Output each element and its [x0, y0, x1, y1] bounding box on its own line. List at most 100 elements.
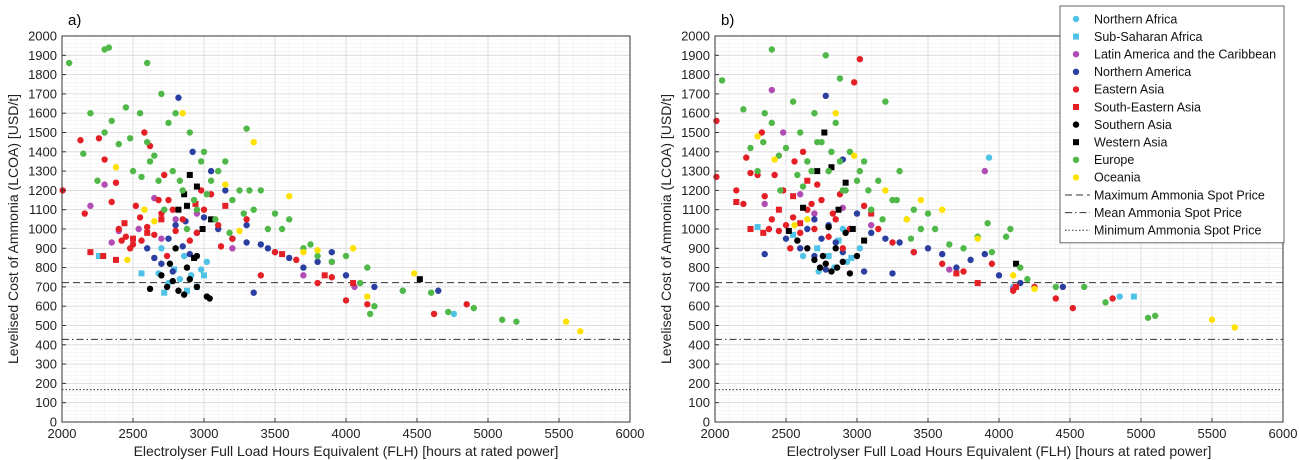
y-tick-label: 600	[35, 299, 57, 314]
y-tick-label: 700	[35, 279, 57, 294]
data-point	[100, 253, 107, 260]
data-point	[825, 233, 832, 240]
y-tick-label: 400	[35, 337, 57, 352]
data-point	[974, 235, 981, 242]
y-tick-label: 300	[35, 357, 57, 372]
data-points	[59, 44, 584, 335]
y-tick-label: 1700	[28, 86, 57, 101]
data-point	[797, 191, 804, 198]
data-point	[875, 177, 882, 184]
data-point	[321, 272, 328, 279]
data-point	[804, 177, 811, 184]
legend-item: Southern Asia	[1072, 118, 1172, 132]
data-point	[222, 187, 229, 194]
data-point	[1059, 283, 1067, 291]
data-point	[300, 264, 307, 271]
data-point	[804, 216, 811, 223]
data-point	[172, 216, 179, 223]
data-point	[314, 279, 321, 287]
y-tick-label: 700	[688, 279, 710, 294]
data-point	[797, 129, 804, 136]
data-point	[832, 245, 839, 252]
legend-label: Sub-Saharan Africa	[1094, 30, 1202, 44]
data-point	[740, 106, 747, 113]
data-point	[200, 148, 208, 155]
data-point	[416, 276, 423, 283]
data-point	[903, 216, 910, 223]
data-point	[1013, 260, 1020, 267]
data-point	[960, 268, 967, 275]
data-point	[1031, 285, 1038, 293]
data-point	[754, 224, 761, 231]
data-point	[410, 270, 418, 277]
data-point	[833, 264, 841, 271]
data-point	[271, 248, 279, 256]
y-tick-label: 1800	[28, 67, 57, 82]
y-tick-label: 400	[688, 337, 710, 352]
y-tick-label: 1700	[681, 86, 710, 101]
data-point	[850, 152, 858, 159]
data-point	[1052, 295, 1060, 302]
data-point	[974, 280, 981, 287]
legend-item: Sub-Saharan Africa	[1073, 30, 1202, 44]
data-point	[112, 256, 119, 263]
data-point	[463, 301, 470, 308]
data-point	[215, 167, 222, 175]
y-tick-label: 300	[688, 357, 710, 372]
x-tick-label: 5500	[1198, 426, 1227, 441]
data-point	[939, 260, 946, 267]
legend-item: Eastern Asia	[1072, 83, 1164, 97]
data-point	[183, 202, 190, 209]
data-point	[868, 210, 875, 217]
data-point	[984, 220, 991, 227]
data-point	[889, 239, 896, 246]
data-point	[172, 245, 179, 252]
data-point	[967, 256, 974, 264]
data-point	[189, 148, 196, 155]
data-point	[193, 183, 200, 190]
data-point	[910, 206, 917, 213]
data-point	[357, 279, 364, 287]
data-point	[229, 235, 236, 242]
legend-item: Oceania	[1072, 171, 1141, 185]
data-point	[314, 252, 321, 260]
data-point	[197, 266, 205, 273]
data-point	[828, 268, 835, 275]
legend-box	[1059, 5, 1285, 244]
data-point	[939, 250, 946, 258]
data-point	[782, 221, 790, 229]
data-point	[236, 187, 243, 194]
x-tick-label: 2000	[701, 426, 730, 441]
data-point	[328, 274, 335, 281]
data-point	[835, 237, 842, 244]
data-point	[816, 264, 824, 271]
data-point	[264, 225, 272, 233]
data-point	[350, 280, 357, 287]
data-point	[371, 283, 378, 291]
data-point	[768, 119, 775, 127]
legend-label: Latin America and the Caribbean	[1094, 48, 1276, 62]
data-point	[981, 167, 988, 175]
data-point	[138, 270, 145, 277]
data-point	[789, 214, 797, 221]
legend-label: Europe	[1094, 153, 1134, 167]
data-point	[193, 206, 201, 213]
data-point	[775, 152, 783, 159]
data-point	[829, 210, 837, 217]
data-point	[814, 245, 821, 252]
legend-marker	[1072, 15, 1080, 23]
data-point	[804, 245, 811, 252]
legend-label: Southern Asia	[1094, 118, 1172, 132]
data-point	[94, 177, 101, 184]
data-point	[882, 187, 889, 194]
data-point	[161, 171, 168, 179]
data-point	[799, 252, 807, 260]
x-tick-label: 3500	[914, 426, 943, 441]
data-point	[95, 253, 102, 260]
data-point	[158, 272, 165, 279]
data-point	[118, 237, 125, 244]
data-point	[939, 206, 946, 213]
data-point	[860, 158, 868, 165]
data-point	[144, 245, 151, 252]
legend-marker	[1073, 139, 1079, 146]
